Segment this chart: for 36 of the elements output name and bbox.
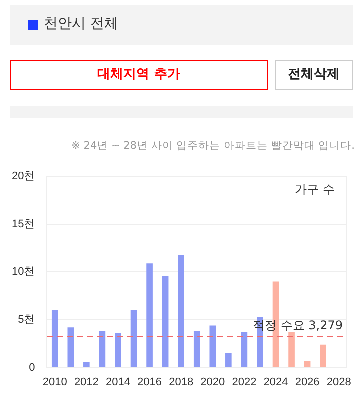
- x-tick-label: 2018: [169, 376, 194, 388]
- bar: [84, 362, 90, 368]
- text: ※ 24년 ~ 28년 사이 입주하는 아파트는 빨간막대 입니다.: [72, 139, 355, 153]
- y-tick-label: 20천: [12, 170, 36, 183]
- y-tick-label: 10천: [12, 266, 36, 278]
- x-tick-label: 2016: [138, 376, 162, 388]
- x-tick-label: 2022: [232, 376, 257, 388]
- y-tick-label: 0: [29, 362, 36, 374]
- bar: [130, 310, 138, 368]
- x-tick-label: 2014: [106, 376, 130, 388]
- bar: [288, 332, 295, 368]
- bar: [210, 326, 216, 368]
- bar: [68, 328, 74, 368]
- bar: [162, 276, 169, 368]
- text: 대체지역 추가: [10, 60, 268, 90]
- y-tick-label: 15천: [12, 218, 36, 230]
- y-tick-label: 5천: [18, 314, 36, 326]
- bar: [194, 331, 200, 368]
- bar: [304, 361, 311, 368]
- x-tick-label: 2028: [326, 376, 352, 388]
- x-tick-label: 2012: [74, 376, 99, 388]
- bar: [146, 264, 153, 368]
- x-tick-label: 2024: [264, 376, 288, 388]
- bar: [241, 332, 248, 368]
- bar: [115, 333, 122, 368]
- bar: [320, 344, 326, 368]
- y-axis-title: 가구 수: [295, 182, 335, 197]
- bar: [226, 353, 232, 368]
- bar: [178, 254, 184, 368]
- chart-title: 천안시 전체: [44, 15, 118, 33]
- x-tick-label: 2010: [42, 376, 68, 388]
- text: 전체삭제: [275, 60, 353, 90]
- x-tick-label: 2026: [295, 376, 320, 388]
- bar: [52, 310, 58, 368]
- x-tick-label: 2020: [200, 376, 226, 388]
- bar: [99, 331, 106, 368]
